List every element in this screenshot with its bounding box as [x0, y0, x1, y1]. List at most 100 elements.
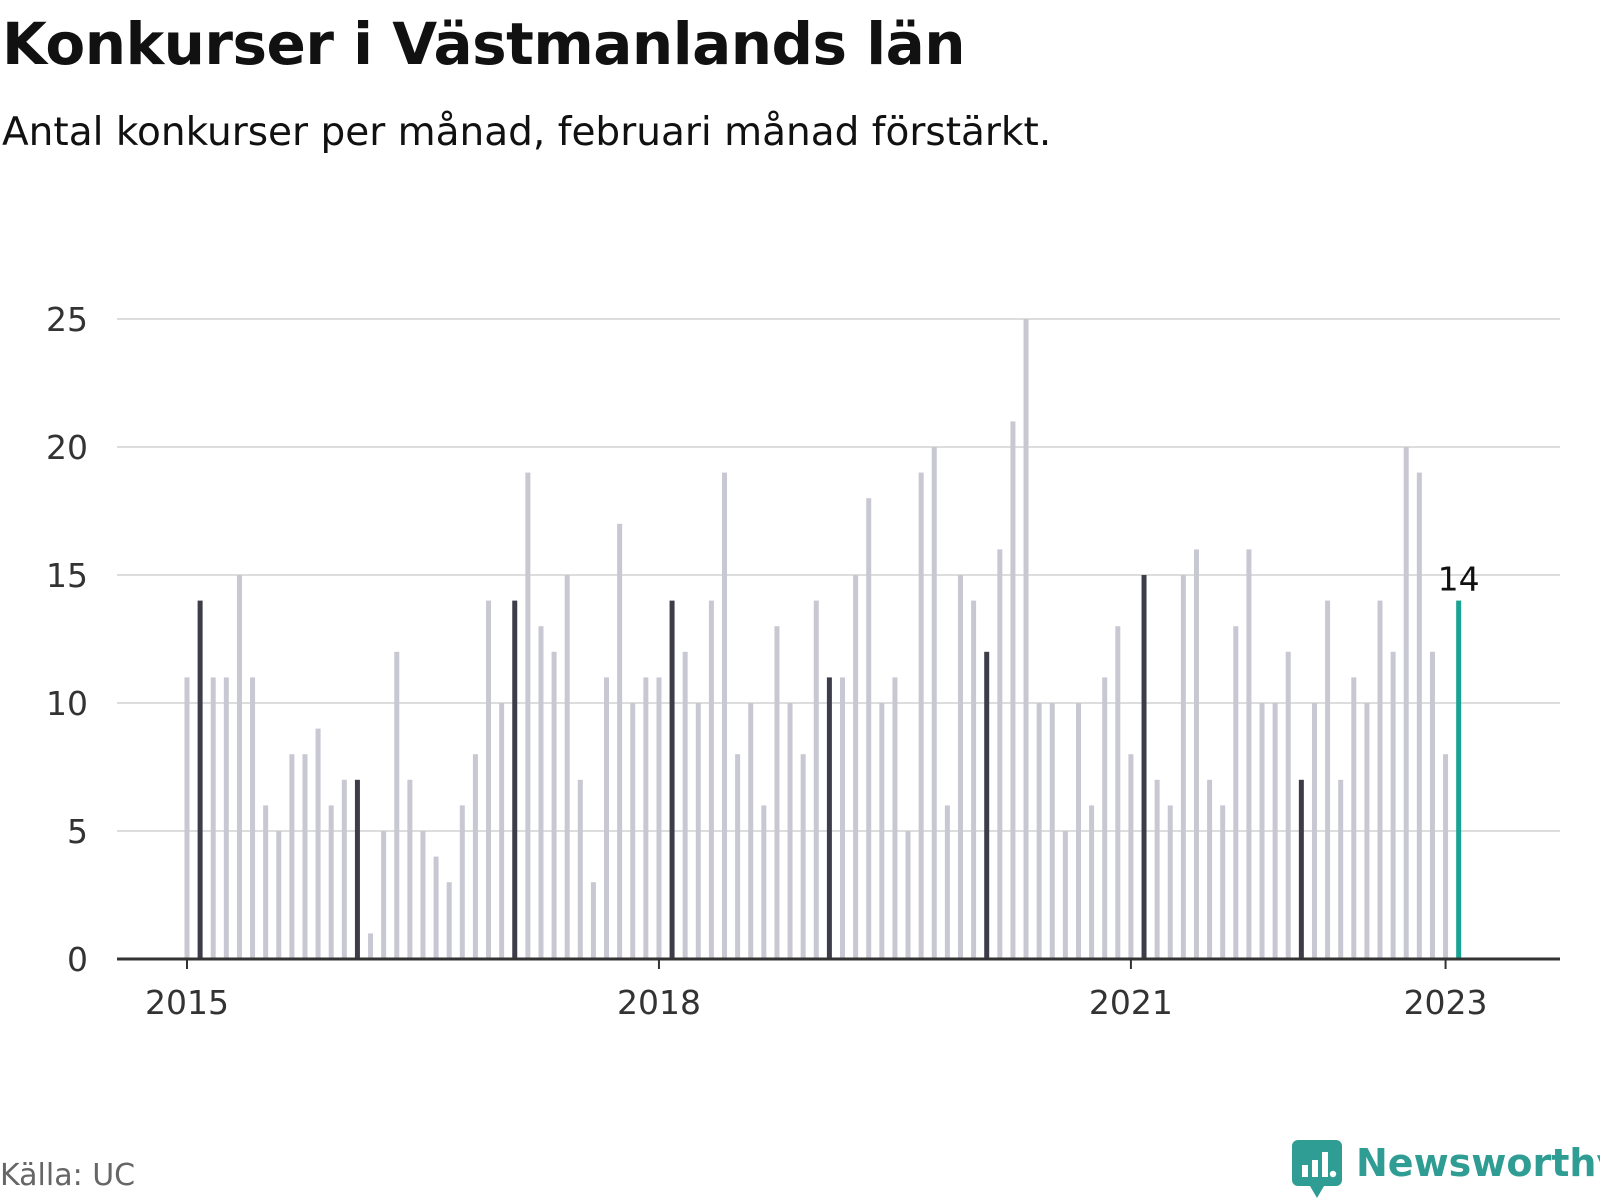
bar: [1233, 626, 1239, 959]
bar: [302, 754, 308, 959]
bar: [997, 549, 1003, 959]
y-tick-label: 5: [67, 812, 88, 851]
bar: [1298, 779, 1304, 959]
bar: [1049, 703, 1055, 959]
bar: [918, 472, 924, 959]
bar: [971, 600, 977, 959]
y-tick-label: 15: [46, 556, 88, 595]
bar: [813, 600, 819, 959]
bar: [341, 779, 347, 959]
bar: [1023, 319, 1029, 959]
bar: [1403, 447, 1409, 959]
bar: [957, 575, 963, 959]
bar: [735, 754, 741, 959]
bar: [1351, 677, 1357, 959]
bar: [1285, 651, 1291, 959]
bar: [1364, 703, 1370, 959]
bar: [459, 805, 465, 959]
bar: [210, 677, 216, 959]
gridlines: [117, 318, 1560, 832]
bar: [1193, 549, 1199, 959]
bar: [368, 933, 374, 959]
bar: [1416, 472, 1422, 959]
bar: [748, 703, 754, 959]
bar: [853, 575, 859, 959]
bar: [787, 703, 793, 959]
bar: [708, 600, 714, 959]
bar: [879, 703, 885, 959]
bar: [1062, 831, 1068, 959]
bar: [892, 677, 898, 959]
bar: [564, 575, 570, 959]
bar: [722, 472, 728, 959]
bar: [1220, 805, 1226, 959]
bar: [223, 677, 229, 959]
bar: [433, 856, 439, 959]
newsworthy-logo: Newsworthy: [1292, 1140, 1600, 1200]
bar: [1377, 600, 1383, 959]
bar: [656, 677, 662, 959]
bar: [289, 754, 295, 959]
bar: [407, 779, 413, 959]
bar: [197, 600, 203, 959]
bar: [617, 523, 623, 959]
x-tick-label: 2023: [1404, 983, 1488, 1022]
bar: [840, 677, 845, 959]
y-tick-label: 20: [46, 428, 88, 467]
bar: [381, 831, 387, 959]
bar: [774, 626, 780, 959]
bar: [905, 831, 911, 959]
chart-title: Konkurser i Västmanlands län: [2, 10, 966, 78]
bar: [328, 805, 334, 959]
bar: [486, 600, 492, 959]
bar: [1167, 805, 1173, 959]
source-note: Källa: UC: [0, 1158, 136, 1193]
bar: [944, 805, 950, 959]
newsworthy-logo-icon: [1292, 1140, 1342, 1198]
latest-value-label: 14: [1438, 560, 1480, 599]
bar: [577, 779, 583, 959]
x-axis: 2015 2018 2021 2023: [117, 957, 1560, 1022]
bar: [250, 677, 256, 959]
x-tick-label: 2018: [617, 983, 701, 1022]
bar: [1456, 600, 1462, 959]
y-tick-label: 10: [46, 684, 88, 723]
x-tick-label: 2015: [145, 983, 229, 1022]
bar: [276, 831, 282, 959]
bar: [669, 600, 675, 959]
brand-name: Newsworthy: [1356, 1141, 1600, 1185]
bar: [354, 779, 360, 959]
bar: [984, 651, 990, 959]
bar: [236, 575, 242, 959]
bar: [472, 754, 478, 959]
annotation: 14: [1438, 560, 1480, 599]
bar: [1036, 703, 1042, 959]
bar: [538, 626, 544, 959]
bar: [184, 677, 190, 959]
bar: [1272, 703, 1278, 959]
bar: [420, 831, 426, 959]
y-tick-label: 25: [46, 300, 88, 339]
bar: [446, 882, 452, 959]
bar: [499, 703, 505, 959]
bar: [1128, 754, 1134, 959]
bar: [643, 677, 649, 959]
bar: [394, 651, 400, 959]
bar: [866, 498, 872, 959]
bar: [1154, 779, 1160, 959]
chart-subtitle: Antal konkurser per månad, februari måna…: [2, 110, 1052, 155]
bar: [931, 447, 937, 959]
x-tick-label: 2021: [1089, 983, 1173, 1022]
bar: [315, 728, 321, 959]
bar: [800, 754, 806, 959]
bar: [1246, 549, 1252, 959]
bar: [1075, 703, 1081, 959]
bar: [590, 882, 596, 959]
bar: [1259, 703, 1265, 959]
bar: [682, 651, 688, 959]
bar: [263, 805, 269, 959]
bar-chart: 0 5 10 15 20 25 2015 2018 2021 2023 14: [46, 300, 1560, 1022]
bar: [1180, 575, 1186, 959]
bar: [1207, 779, 1213, 959]
bar: [1010, 421, 1016, 959]
